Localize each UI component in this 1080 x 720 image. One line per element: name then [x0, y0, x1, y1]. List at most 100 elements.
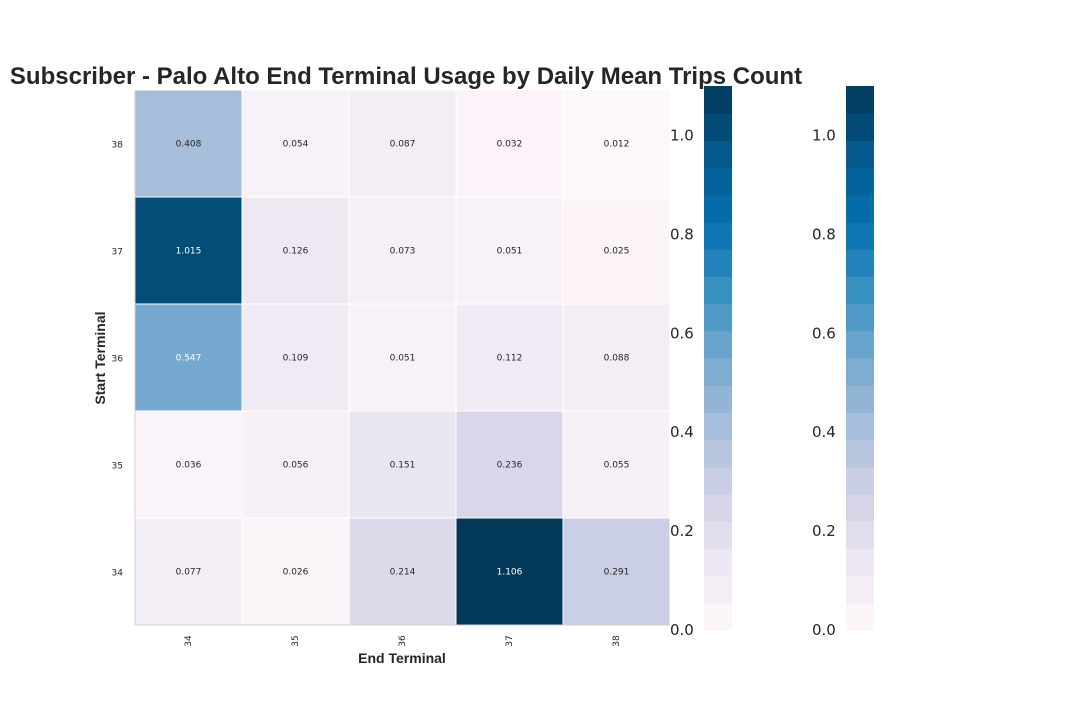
cell-value-label: 0.214: [390, 568, 416, 578]
colorbar-tick-label: 0.6: [670, 324, 694, 342]
colorbar-segment: [846, 303, 874, 332]
cell-value-label: 0.036: [176, 461, 202, 471]
heatmap-cell: [241, 410, 350, 519]
cell-value-label: 0.547: [176, 354, 202, 364]
colorbar-segment: [846, 412, 874, 441]
cell-value-label: 0.126: [283, 247, 309, 257]
colorbar-segment: [846, 86, 874, 114]
colorbar-tick-label: 0.2: [670, 522, 694, 540]
x-tick-label: 35: [291, 635, 301, 646]
colorbar-segment: [704, 466, 732, 495]
colorbar-segment: [846, 167, 874, 196]
colorbar-tick-label: 0.0: [812, 621, 836, 639]
colorbar-segment: [704, 113, 732, 141]
chart-title: Subscriber - Palo Alto End Terminal Usag…: [10, 63, 802, 90]
colorbar-tick-label: 0.4: [812, 423, 836, 441]
colorbar-segment: [704, 439, 732, 468]
cell-value-label: 1.106: [497, 568, 523, 578]
colorbar-segment: [846, 249, 874, 277]
x-tick-label: 36: [398, 635, 408, 647]
cell-value-label: 0.151: [390, 461, 416, 471]
colorbar-segment: [846, 439, 874, 468]
x-tick-labels: 34 35 36 37 38: [184, 635, 622, 647]
y-tick-label: 37: [112, 248, 123, 258]
cell-value-label: 0.087: [390, 140, 416, 150]
y-tick-label: 35: [112, 462, 123, 472]
colorbar-segment: [704, 575, 732, 604]
y-axis-label: Start Terminal: [92, 311, 108, 404]
colorbar-segment: [846, 548, 874, 577]
heatmap-cell: [241, 89, 350, 198]
colorbar-segment: [704, 548, 732, 577]
heatmap-cell: [348, 517, 457, 626]
heatmap-cell: [241, 303, 350, 412]
heatmap-cell: [348, 89, 457, 198]
colorbar-segment: [846, 194, 874, 223]
x-tick-label: 34: [184, 635, 194, 647]
heatmap-cell: [134, 517, 243, 626]
colorbar-segment: [704, 358, 732, 386]
colorbar-segment: [704, 140, 732, 169]
colorbar-segment: [704, 303, 732, 332]
heatmap-cell: [562, 410, 671, 519]
colorbar-segment: [704, 167, 732, 196]
colorbar-segment: [846, 140, 874, 169]
colorbar-segment: [704, 494, 732, 522]
colorbar-segment: [704, 521, 732, 549]
cell-value-label: 0.026: [283, 568, 309, 578]
colorbar-segment: [846, 385, 874, 413]
cell-value-label: 0.054: [283, 140, 309, 150]
colorbar-segment: [846, 602, 874, 631]
y-tick-label: 34: [112, 569, 124, 579]
cell-value-label: 0.073: [390, 247, 416, 257]
cell-value-label: 0.055: [604, 461, 630, 471]
cell-value-label: 0.077: [176, 568, 202, 578]
colorbar-segment: [704, 385, 732, 413]
heatmap-cell: [348, 303, 457, 412]
colorbar-segment: [846, 494, 874, 522]
colorbar-tick-label: 0.8: [812, 225, 836, 243]
colorbar-segment: [704, 602, 732, 631]
cell-value-label: 0.112: [497, 354, 523, 364]
cell-value-label: 0.109: [283, 354, 309, 364]
colorbar-segment: [704, 194, 732, 223]
heatmap-cell: [348, 196, 457, 305]
colorbar-tick-label: 0.2: [812, 522, 836, 540]
colorbar-segment: [704, 330, 732, 359]
heatmap-cell: [241, 517, 350, 626]
heatmap-cell: [455, 410, 564, 519]
heatmap-cell: [455, 89, 564, 198]
heatmap-cell: [562, 303, 671, 412]
colorbar-segment: [846, 222, 874, 250]
cell-value-label: 1.015: [176, 247, 202, 257]
colorbar-segment: [704, 412, 732, 441]
cell-value-label: 0.032: [497, 140, 523, 150]
colorbar-segment: [704, 249, 732, 277]
colorbar-tick-label: 0.0: [670, 621, 694, 639]
cell-value-label: 0.056: [283, 461, 309, 471]
colorbar-segment: [704, 276, 732, 305]
colorbar-segment: [846, 575, 874, 604]
cell-value-label: 0.051: [497, 247, 523, 257]
heatmap-cell: [455, 303, 564, 412]
cell-value-label: 0.025: [604, 247, 630, 257]
heatmap-cell: [562, 517, 671, 626]
colorbar-tick-label: 1.0: [812, 126, 836, 144]
heatmap-cell: [562, 196, 671, 305]
colorbars: 0.0 0.2 0.4 0.6 0.8 1.0 0.0 0.2 0.4 0.6 0.8 1.0: [670, 86, 874, 639]
cell-value-label: 0.012: [604, 140, 630, 150]
colorbar-segment: [846, 330, 874, 359]
cell-value-label: 0.088: [604, 354, 630, 364]
x-axis-label: End Terminal: [358, 650, 446, 666]
y-tick-label: 36: [112, 355, 124, 365]
heatmap-cell: [562, 89, 671, 198]
colorbar-tick-label: 0.4: [670, 423, 694, 441]
colorbar-segment: [846, 113, 874, 141]
y-tick-label: 38: [112, 141, 124, 151]
axis-frame: [134, 90, 670, 626]
heatmap-cell: [134, 196, 243, 305]
colorbar-tick-label: 0.8: [670, 225, 694, 243]
colorbar-segment: [846, 276, 874, 305]
colorbar: 0.0 0.2 0.4 0.6 0.8 1.0: [670, 86, 732, 639]
